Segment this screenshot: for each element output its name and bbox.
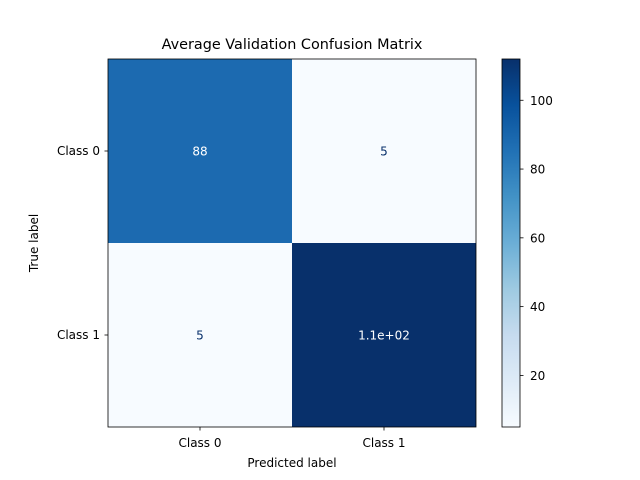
colorbar-gradient: [501, 58, 521, 428]
x-axis-label: Predicted label: [247, 456, 336, 470]
matrix-cell-value-r0-c0: 88: [192, 145, 207, 159]
y-tick-label-class-0: Class 0: [57, 144, 100, 158]
y-tick-label-class-1: Class 1: [57, 328, 100, 342]
matrix-cell-r1-c0: [108, 243, 292, 427]
matrix-cell-labels: 88 5 5 1.1e+02: [192, 145, 410, 343]
colorbar-ticks: 20 40 60 80 100: [520, 94, 553, 383]
matrix-cell-value-r1-c0: 5: [196, 329, 204, 343]
y-axis: Class 0 Class 1 True label: [27, 144, 108, 342]
colorbar-tick-label-80: 80: [530, 163, 545, 177]
colorbar-tick-label-60: 60: [530, 231, 545, 245]
y-axis-label: True label: [27, 214, 41, 273]
matrix-cell-value-r1-c1: 1.1e+02: [358, 329, 410, 343]
colorbar: 20 40 60 80 100: [501, 58, 553, 428]
matrix-cell-r1-c1: [292, 243, 476, 427]
matrix-cell-value-r0-c1: 5: [380, 145, 388, 159]
x-axis: Class 0 Class 1 Predicted label: [178, 427, 406, 470]
x-tick-label-class-1: Class 1: [362, 436, 405, 450]
matrix-frame: [107, 58, 477, 428]
colorbar-tick-label-100: 100: [530, 94, 553, 108]
matrix-cells: [108, 59, 476, 427]
matrix-cell-r0-c0: [108, 59, 292, 243]
x-tick-label-class-0: Class 0: [178, 436, 221, 450]
matrix-cell-r0-c1: [292, 59, 476, 243]
colorbar-tick-label-20: 20: [530, 369, 545, 383]
chart-title: Average Validation Confusion Matrix: [162, 37, 423, 53]
colorbar-tick-label-40: 40: [530, 300, 545, 314]
